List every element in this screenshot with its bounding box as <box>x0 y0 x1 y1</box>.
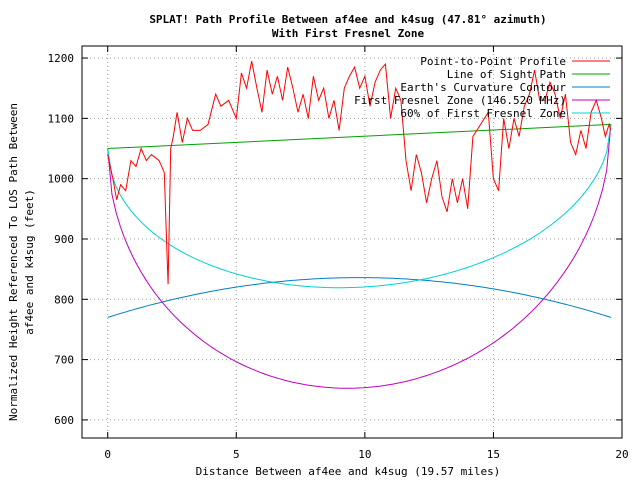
legend-label: Point-to-Point Profile <box>420 55 566 68</box>
y-tick-label: 800 <box>54 293 74 306</box>
y-tick-label: 1200 <box>48 52 75 65</box>
plot-border <box>81 45 623 439</box>
x-tick-label: 20 <box>615 448 628 461</box>
terrain-profile-line <box>107 61 612 285</box>
legend-label: Line of Sight Path <box>447 68 566 81</box>
y-tick-label: 600 <box>54 414 74 427</box>
legend-label: 60% of First Fresnel Zone <box>400 107 566 120</box>
legend-label: Earth's Curvature Contour <box>400 81 566 94</box>
y-axis-label-line2: af4ee and k4sug (feet) <box>23 189 36 335</box>
x-axis-label: Distance Between af4ee and k4sug (19.57 … <box>196 465 501 478</box>
fresnel-zone-line <box>107 124 612 389</box>
y-tick-label: 1000 <box>48 173 75 186</box>
legend-label: First Fresnel Zone (146.520 MHz) <box>354 94 566 107</box>
line-of-sight-line <box>107 123 611 149</box>
x-tick-label: 10 <box>358 448 371 461</box>
x-tick-label: 15 <box>487 448 500 461</box>
y-tick-label: 900 <box>54 233 74 246</box>
y-axis-label-line1: Normalized Height Referenced To LOS Path… <box>7 103 20 421</box>
chart-title: SPLAT! Path Profile Between af4ee and k4… <box>149 13 546 26</box>
earth-curvature-line <box>107 277 612 318</box>
plot-frame: 600 700 800 900 1000 1100 1200 0 5 10 15 20 <box>48 45 629 461</box>
chart-subtitle: With First Fresnel Zone <box>272 27 425 40</box>
x-tick-label: 0 <box>104 448 111 461</box>
y-tick-label: 1100 <box>48 112 75 125</box>
fresnel-60-line <box>107 124 612 289</box>
y-tick-label: 700 <box>54 354 74 367</box>
x-tick-label: 5 <box>233 448 240 461</box>
series-lines <box>107 61 612 389</box>
